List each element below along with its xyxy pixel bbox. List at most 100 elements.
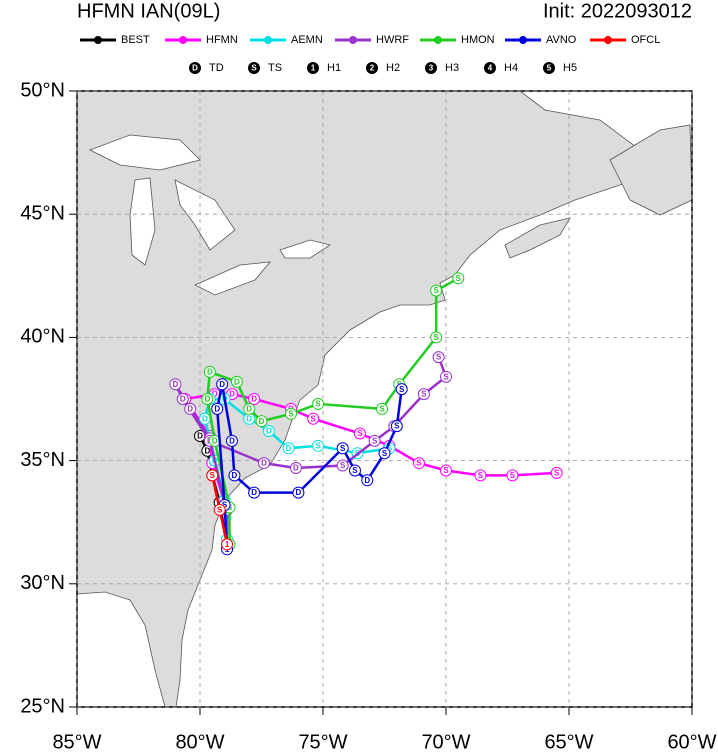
- intensity-label: D: [180, 395, 186, 404]
- intensity-label: D: [364, 476, 370, 485]
- intensity-label: S: [222, 501, 228, 510]
- nova-scotia: [504, 217, 571, 259]
- intensity-symbol-bg: [248, 62, 260, 74]
- intensity-symbol: D: [192, 64, 198, 73]
- track-point: [243, 402, 256, 415]
- track: 1SDDDDDDSSDSSS: [211, 378, 408, 556]
- track-point: [176, 393, 189, 405]
- legend-marker: [264, 36, 272, 44]
- legend-marker: [349, 36, 357, 44]
- intensity-label: D: [229, 390, 235, 399]
- y-tick-label: 35°N: [20, 449, 65, 471]
- intensity-legend-label: H3: [445, 62, 459, 74]
- intensity-label: D: [251, 488, 257, 497]
- intensity-label: D: [212, 436, 218, 445]
- intensity-label: S: [357, 429, 363, 438]
- intensity-label: S: [399, 385, 405, 394]
- intensity-label: S: [421, 390, 427, 399]
- intensity-label: S: [340, 461, 346, 470]
- track-point: [248, 486, 261, 499]
- track-point: [312, 439, 325, 452]
- track-point: [292, 486, 305, 499]
- intensity-label: S: [288, 409, 294, 418]
- intensity-label: S: [217, 505, 223, 514]
- intensity-label: S: [379, 404, 385, 413]
- intensity-label: S: [433, 333, 439, 342]
- track-point: [395, 383, 408, 396]
- track-point: [353, 427, 366, 440]
- legend-marker: [434, 36, 442, 44]
- intensity-symbol: S: [251, 64, 257, 73]
- intensity-label: S: [394, 422, 400, 431]
- y-tick-label: 40°N: [20, 326, 65, 348]
- intensity-symbol-bg: [484, 62, 496, 74]
- track-point: [289, 461, 302, 474]
- intensity-symbol-bg: [543, 62, 555, 74]
- intensity-symbol: 4: [488, 64, 493, 73]
- intensity-legend-label: TS: [268, 62, 282, 74]
- track-point: [368, 434, 381, 447]
- legend-label: HMON: [461, 34, 495, 46]
- intensity-legend-label: TD: [209, 62, 224, 74]
- legend-label: AVNO: [546, 34, 577, 46]
- track-point: [376, 402, 389, 415]
- chart-subtitle: Init: 2022093012: [543, 0, 692, 22]
- newfoundland: [609, 124, 692, 216]
- track-point: [312, 397, 325, 410]
- intensity-label: S: [478, 471, 484, 480]
- intensity-label: D: [197, 432, 203, 441]
- intensity-label: S: [310, 414, 316, 423]
- intensity-label: S: [433, 286, 439, 295]
- intensity-symbol: 1: [311, 64, 316, 73]
- legend-marker: [94, 36, 102, 44]
- track-point: [432, 351, 445, 364]
- track-point: [206, 469, 219, 482]
- intensity-label: S: [436, 353, 442, 362]
- intensity-label: D: [204, 446, 210, 455]
- lake-huron: [174, 179, 236, 251]
- track-point: [336, 442, 349, 455]
- track-point: [169, 378, 182, 391]
- track-point: [474, 469, 487, 482]
- intensity-symbol-bg: [189, 62, 201, 74]
- legend-label: HFMN: [206, 34, 238, 46]
- intensity-label: D: [296, 488, 302, 497]
- intensity-label: S: [510, 471, 516, 480]
- intensity-symbol: 5: [547, 64, 552, 73]
- intensity-symbol: 3: [429, 64, 434, 73]
- intensity-label: D: [173, 380, 179, 389]
- track-point: [285, 407, 298, 420]
- x-tick-label: 65°W: [544, 731, 593, 753]
- intensity-label: S: [372, 436, 378, 445]
- intensity-label: S: [210, 471, 216, 480]
- legend-marker: [179, 36, 187, 44]
- intensity-legend-label: H4: [504, 62, 518, 74]
- land: [77, 91, 661, 707]
- intensity-label: D: [207, 368, 213, 377]
- intensity-label: S: [315, 400, 321, 409]
- track-point: [225, 434, 238, 447]
- track-point: [506, 469, 519, 482]
- intensity-symbol: 2: [370, 64, 375, 73]
- chart-title: HFMN IAN(09L): [77, 0, 220, 22]
- y-tick-label: 50°N: [20, 79, 65, 101]
- track-point: [412, 457, 425, 470]
- track-point: [430, 284, 443, 297]
- x-tick-label: 80°W: [175, 731, 224, 753]
- y-tick-label: 45°N: [20, 202, 65, 224]
- intensity-label: D: [219, 380, 225, 389]
- lake-superior: [89, 134, 201, 171]
- track-point: [203, 365, 216, 378]
- intensity-label: S: [416, 459, 422, 468]
- x-tick-label: 70°W: [421, 731, 470, 753]
- track-point: [307, 412, 320, 425]
- x-tick-label: 60°W: [667, 731, 716, 753]
- intensity-label: S: [387, 444, 393, 453]
- intensity-label: S: [340, 444, 346, 453]
- intensity-label: S: [352, 466, 358, 475]
- intensity-label: S: [456, 274, 462, 283]
- track-point: [262, 425, 275, 438]
- legend-label: HWRF: [376, 34, 409, 46]
- y-tick-label: 25°N: [20, 695, 65, 717]
